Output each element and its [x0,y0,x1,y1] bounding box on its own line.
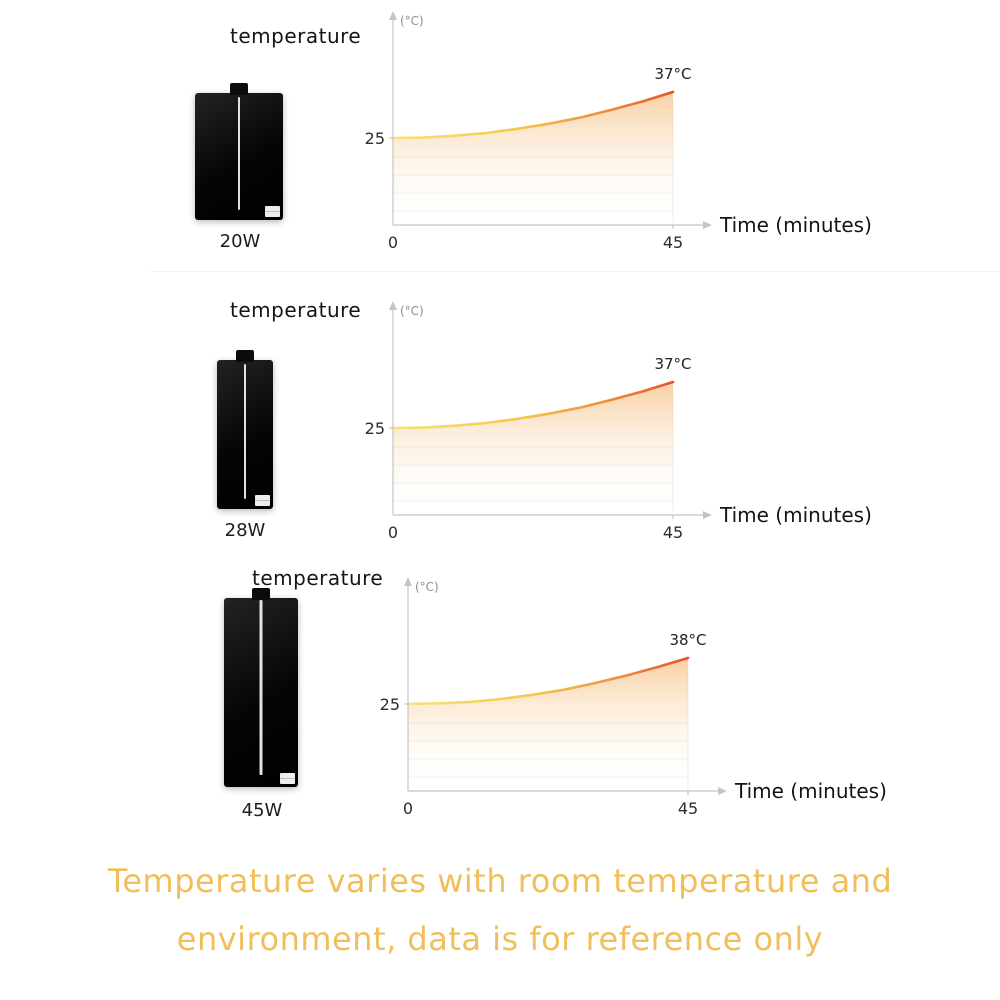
y-tick-25: 25 [365,419,385,438]
connector-tab [230,83,248,95]
peak-temperature-label: 38°C [669,631,706,649]
y-axis-unit: (°C) [415,580,439,594]
product-wattage-label: 28W [224,520,266,541]
chart-panel-28w: temperature 28W [0,272,1000,556]
y-tick-25: 25 [365,129,385,148]
curve-fill [393,382,673,514]
disclaimer-line-1: Temperature varies with room temperature… [107,862,893,900]
x-tick-0: 0 [403,799,413,818]
axes [389,19,704,229]
disclaimer-line-2: environment, data is for reference only [176,920,824,958]
product-photo-28w [217,350,273,509]
x-tick-45: 45 [678,799,698,818]
axes [404,585,719,795]
peak-temperature-label: 37°C [654,355,691,373]
y-tick-25: 25 [380,695,400,714]
y-axis-arrow-icon [389,11,397,20]
x-axis-arrow-icon [703,221,712,229]
x-axis-label: Time (minutes) [719,213,872,237]
temperature-chart-20w: (°C) 25 0 45 37°C Time (minutes) [365,11,872,252]
x-axis-label: Time (minutes) [734,779,887,803]
heating-wire-line [259,600,263,775]
x-tick-45: 45 [663,233,683,252]
x-axis-arrow-icon [718,787,727,795]
product-sticker [265,206,280,217]
curve-line [406,656,690,706]
temperature-chart-45w: (°C) 25 0 45 38°C Time (minutes) [380,577,887,818]
product-sticker [255,495,270,506]
chart-title: temperature [230,298,362,322]
x-tick-0: 0 [388,233,398,252]
temperature-chart-28w: (°C) 25 0 45 37°C Time (minutes) [365,301,872,542]
axes [389,309,704,519]
y-axis-unit: (°C) [400,14,424,28]
product-sticker [280,773,295,784]
product-photo-20w [195,83,283,220]
curve-fill [393,92,673,224]
x-tick-45: 45 [663,523,683,542]
curve-line [391,380,675,430]
connector-tab [236,350,254,362]
product-wattage-label: 45W [241,800,283,821]
x-axis-arrow-icon [703,511,712,519]
x-axis-label: Time (minutes) [719,503,872,527]
peak-temperature-label: 37°C [654,65,691,83]
product-wattage-label: 20W [219,231,261,252]
y-axis-arrow-icon [389,301,397,310]
product-photo-45w [224,588,298,787]
disclaimer-text: Temperature varies with room temperature… [0,852,1000,968]
chart-panel-20w: temperature 20W [0,0,1000,272]
chart-title: temperature [252,566,384,590]
chart-title: temperature [230,24,362,48]
curve-line [391,90,675,140]
curve-fill [408,658,688,790]
section-divider [150,271,1000,272]
connector-tab [252,588,270,600]
y-axis-arrow-icon [404,577,412,586]
x-tick-0: 0 [388,523,398,542]
chart-panel-45w: temperature 45W [0,556,1000,852]
y-axis-unit: (°C) [400,304,424,318]
heating-wire-line [244,364,246,499]
heating-wire-line [238,97,240,210]
